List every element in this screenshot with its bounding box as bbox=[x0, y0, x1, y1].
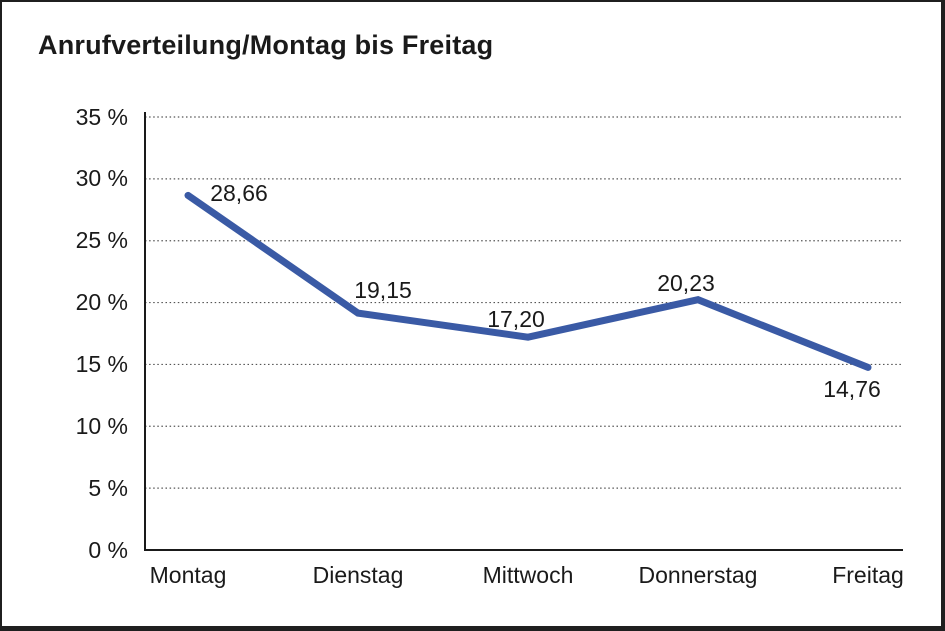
chart-title: Anrufverteilung/Montag bis Freitag bbox=[38, 30, 494, 60]
series-line bbox=[184, 191, 872, 371]
